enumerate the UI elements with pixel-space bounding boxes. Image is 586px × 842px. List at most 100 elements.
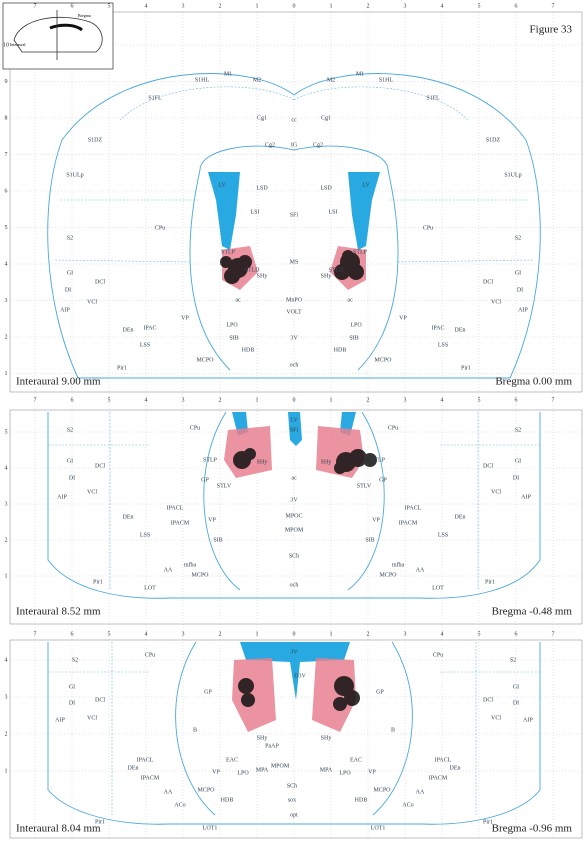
ruler-label: 0	[293, 3, 296, 9]
ruler-label: 5	[108, 397, 111, 403]
ruler-label: 6	[515, 631, 518, 637]
side-tick-label: 2	[5, 537, 8, 543]
midline-label: MnPO	[286, 297, 303, 303]
side-tick-label: 3	[5, 694, 8, 700]
ruler-label: 7	[552, 397, 555, 403]
region-label: MCPO	[197, 787, 215, 793]
region-label: GI	[67, 458, 73, 464]
region-label: CPu	[388, 425, 398, 431]
ruler-label: 3	[182, 631, 185, 637]
side-tick-label: 5	[5, 225, 8, 231]
striatum-border	[189, 145, 399, 371]
region-label: ac	[235, 297, 241, 303]
region-label: S1HL	[195, 77, 210, 83]
interaural-label: Interaural 8.04 mm	[16, 823, 101, 835]
ruler-label: 3	[182, 397, 185, 403]
region-label: IPACL	[405, 505, 422, 511]
ruler-label: 6	[71, 631, 74, 637]
midline-label: SFi	[290, 427, 299, 433]
ruler-label: 0	[293, 397, 296, 403]
region-label: Pir1	[461, 365, 471, 371]
side-tick-label: 10	[3, 42, 9, 48]
interaural-label: Interaural 9.00 mm	[16, 376, 101, 388]
side-tick-label: 4	[5, 261, 8, 267]
region-label: EAC	[350, 757, 362, 763]
region-label: GI	[515, 458, 521, 464]
side-tick-label: 1	[5, 573, 8, 579]
region-label: CPu	[423, 225, 433, 231]
region-label: DEn	[128, 765, 139, 771]
ventricle	[208, 172, 240, 250]
ruler-label: 2	[367, 397, 370, 403]
region-label: MPA	[320, 767, 333, 773]
lesion-marks	[233, 448, 377, 474]
region-label: S1FL	[426, 95, 440, 101]
midline-label: MPOM	[271, 763, 290, 769]
side-tick-label: 2	[5, 334, 8, 340]
ruler-label: 6	[515, 397, 518, 403]
region-label: Cg1	[257, 115, 267, 121]
region-label: DEn	[455, 514, 466, 520]
region-label: IPACL	[167, 505, 184, 511]
region-label: mfba	[184, 561, 197, 568]
region-label: Pir1	[485, 579, 495, 585]
inset: Interaural Bregma	[2, 2, 114, 70]
side-tick-label: 2	[5, 731, 8, 737]
region-label: DI	[517, 287, 523, 293]
ruler-label: 3	[404, 631, 407, 637]
figure-label: Figure 33	[530, 24, 573, 36]
side-tick-label: 7	[5, 152, 8, 158]
region-label: DEn	[450, 765, 461, 771]
ruler-label: 4	[441, 397, 444, 403]
region-label: GP	[376, 689, 384, 695]
region-label: CPu	[433, 652, 443, 658]
outline	[47, 73, 541, 379]
region-label: IPAC	[431, 325, 444, 331]
midline-label: LV	[290, 417, 298, 423]
region-label: M2	[327, 77, 335, 83]
ruler-label: 5	[108, 3, 111, 9]
region-label: CPu	[155, 225, 165, 231]
ventricle	[240, 642, 350, 700]
midline-label: MPOM	[285, 527, 304, 533]
ruler-label: 2	[219, 397, 222, 403]
region-label: SHy	[321, 735, 332, 741]
region-label: DEn	[455, 327, 466, 333]
region-label: M1	[356, 71, 364, 77]
midline-label: SCh	[289, 553, 299, 559]
region-label: SHy	[257, 459, 268, 465]
region-label: HDB	[334, 347, 347, 353]
panel-frame	[9, 409, 583, 625]
interaural-label: Interaural 8.52 mm	[16, 606, 101, 618]
region-label: GP	[379, 477, 387, 483]
region-label: AA	[416, 567, 425, 573]
region-label: LSI	[251, 209, 260, 215]
region-label: SHy	[257, 273, 268, 279]
region-label: LOT	[432, 585, 444, 591]
region-label: ACo	[174, 802, 185, 808]
region-label: IPACM	[399, 520, 418, 526]
region-label: IPACM	[171, 520, 190, 526]
region-label: AIP	[523, 717, 533, 723]
region-label: S1HL	[379, 77, 394, 83]
region-label: EAC	[226, 757, 238, 763]
midline-label: 3V	[290, 335, 298, 341]
region-label: SIB	[229, 335, 238, 341]
region-label: S2	[67, 427, 73, 433]
region-label: HDB	[242, 347, 255, 353]
ruler-label: 3	[182, 3, 185, 9]
region-label: VP	[399, 315, 407, 321]
ruler-label: 1	[330, 631, 333, 637]
region-label: STLP	[353, 249, 368, 255]
area-border	[48, 412, 540, 590]
area-border	[54, 199, 534, 263]
region-label: VP	[208, 517, 216, 523]
side-tick-label: 1	[5, 371, 8, 377]
region-label: S2	[72, 657, 78, 663]
region-label: DI	[513, 700, 519, 706]
region-label: STLD	[245, 267, 261, 273]
region-label: SIB	[349, 335, 358, 341]
ruler-label: 1	[330, 397, 333, 403]
region-label: LOT1	[203, 825, 218, 831]
